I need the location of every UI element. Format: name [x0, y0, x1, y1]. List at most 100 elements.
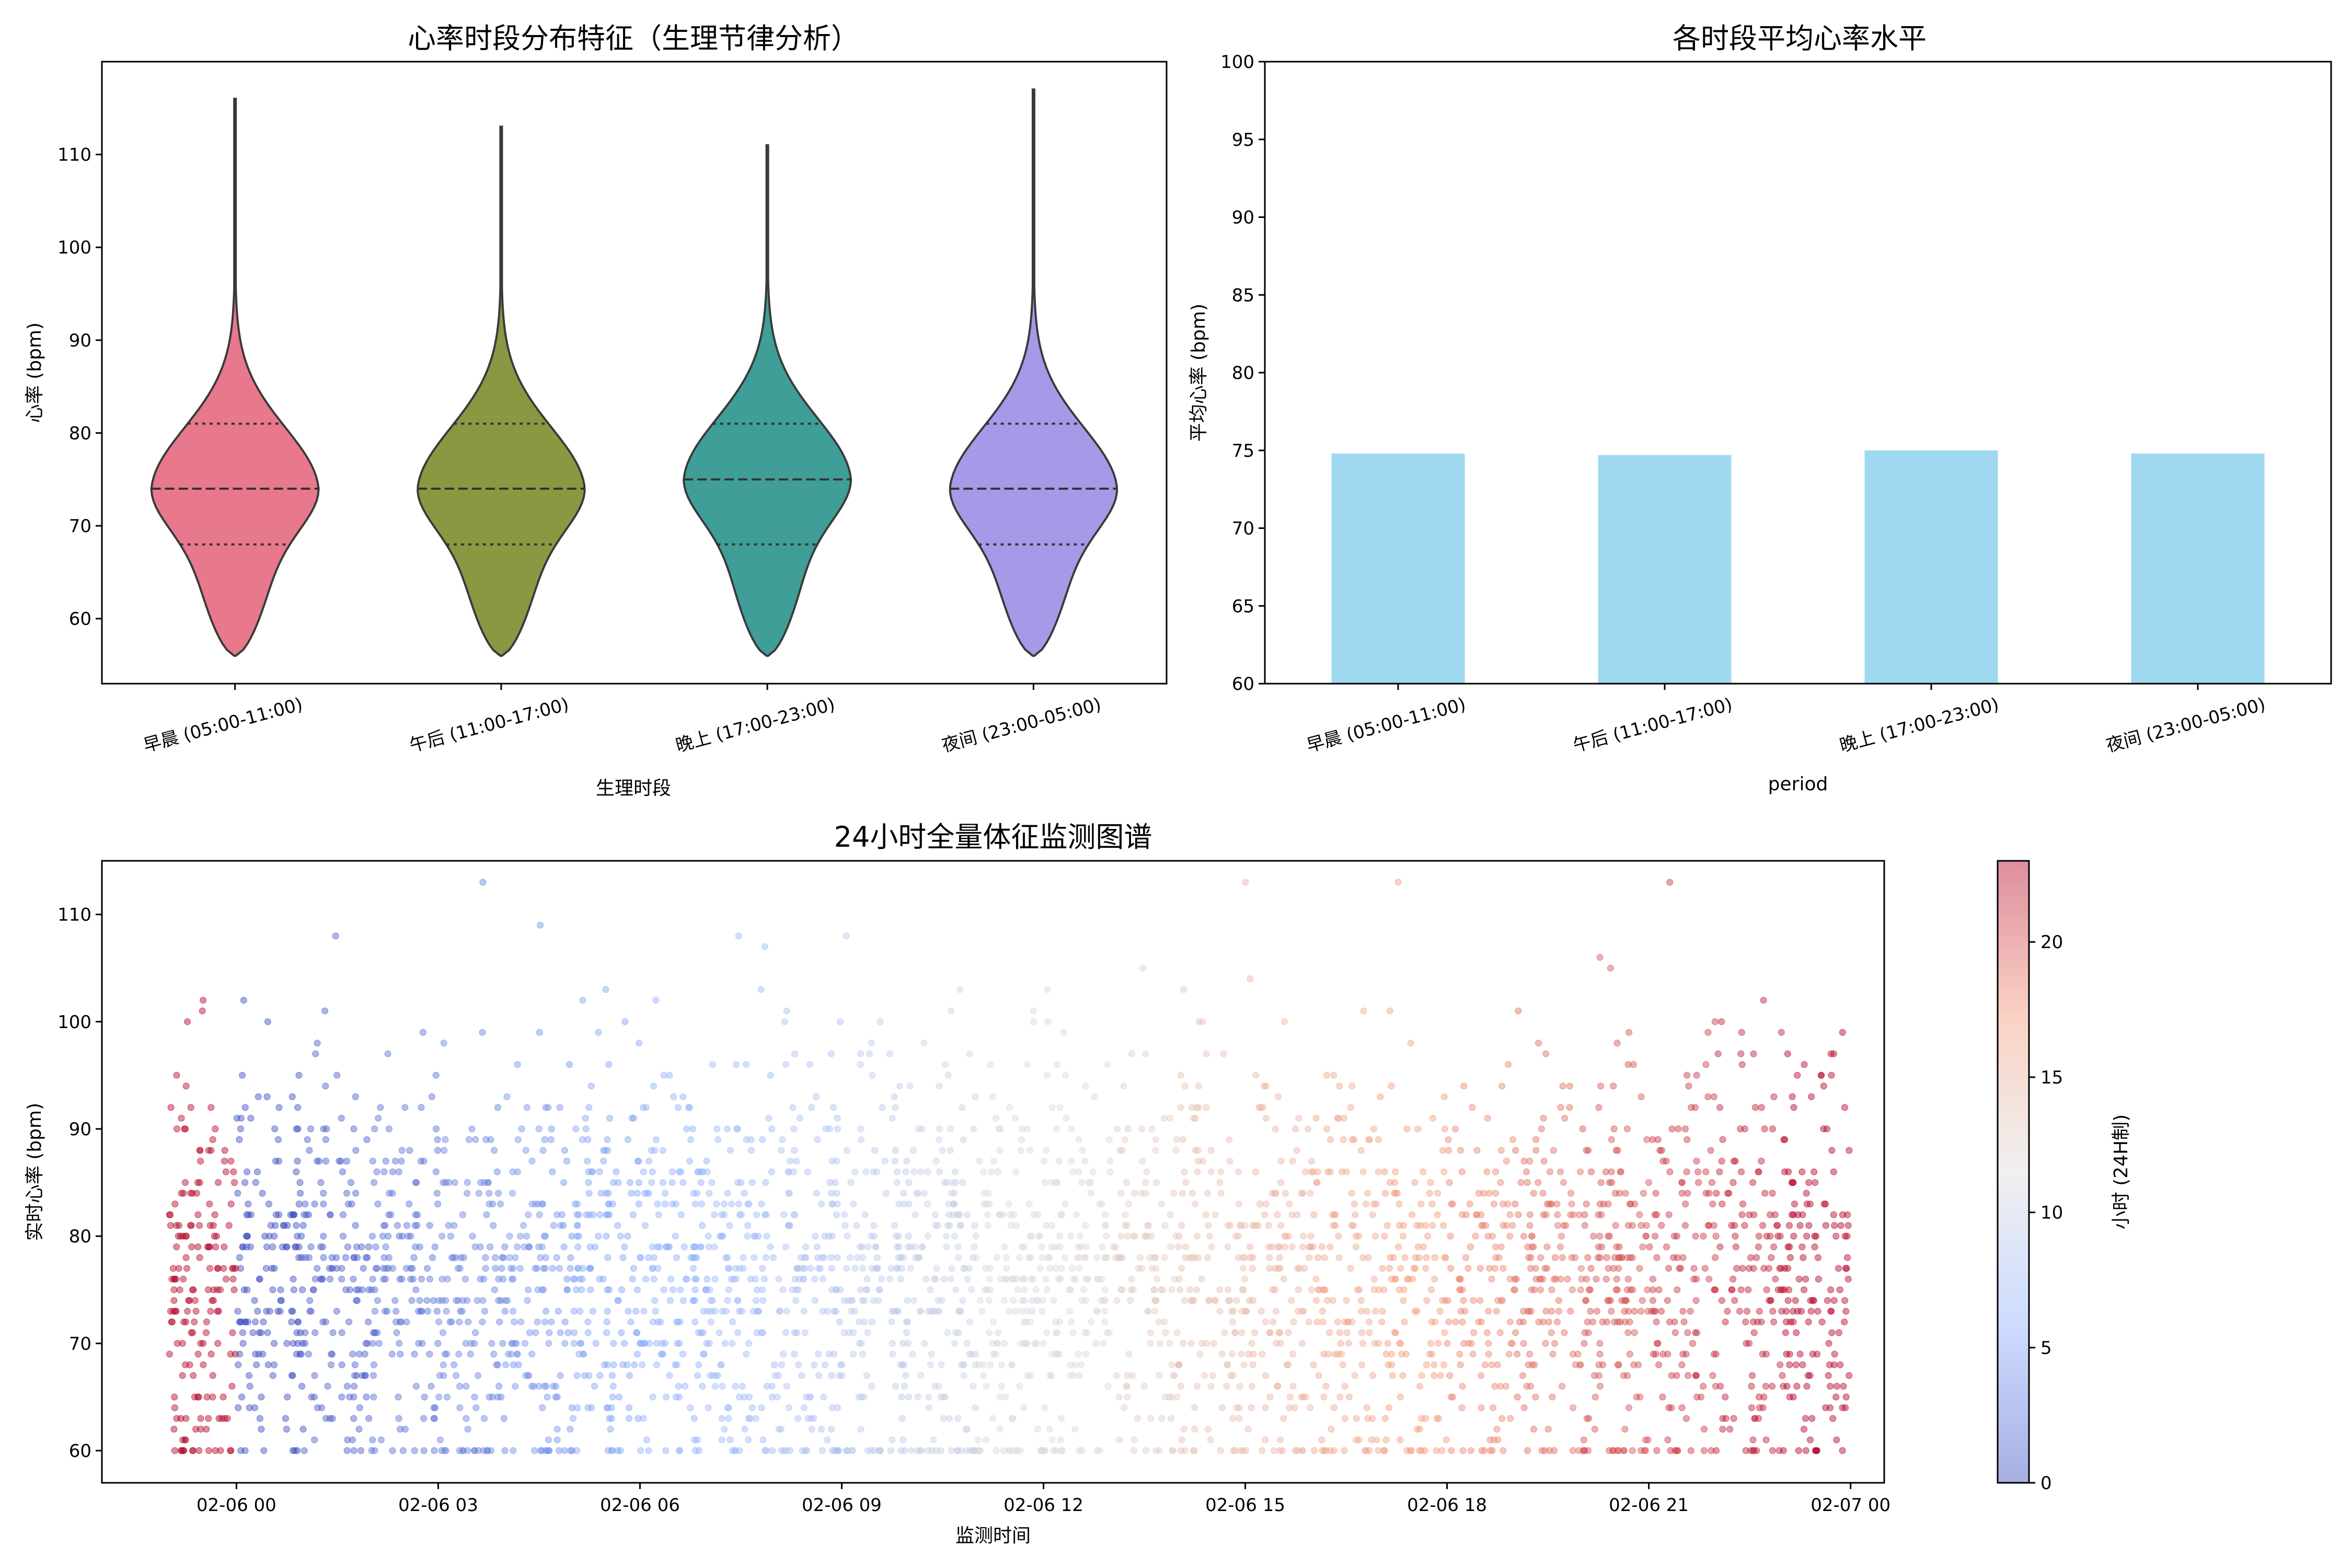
scatter-point [1139, 964, 1147, 972]
scatter-point [189, 1190, 196, 1197]
scatter-point [808, 1104, 815, 1111]
scatter-point [1129, 1372, 1136, 1379]
scatter-point [227, 1201, 235, 1208]
scatter-point [672, 1232, 679, 1240]
scatter-point [1416, 1425, 1423, 1433]
scatter-point [690, 1415, 698, 1422]
scatter-point [1181, 1254, 1189, 1261]
scatter-point [1642, 1436, 1650, 1444]
scatter-point [791, 1329, 798, 1336]
scatter-point [1142, 1232, 1149, 1240]
scatter-point [487, 1447, 494, 1454]
scatter-point [255, 1093, 262, 1100]
scatter-point [1327, 1168, 1334, 1175]
scatter-point [1520, 1232, 1527, 1240]
scatter-point [1437, 1372, 1444, 1379]
scatter-point [900, 1254, 907, 1261]
scatter-point [379, 1232, 386, 1240]
scatter-point [1153, 1179, 1160, 1186]
scatter-point [846, 1329, 853, 1336]
scatter-point [322, 1136, 329, 1143]
scatter-point [409, 1275, 417, 1283]
scatter-point [925, 1393, 932, 1401]
scatter-point [1477, 1297, 1483, 1304]
scatter-point [770, 1254, 777, 1261]
scatter-point [1498, 1082, 1506, 1090]
scatter-point [1393, 1190, 1401, 1197]
scatter-point [1707, 1147, 1714, 1154]
scatter-point [1308, 1168, 1315, 1175]
scatter-point [1750, 1211, 1758, 1218]
scatter-point [1320, 1393, 1328, 1401]
scatter-point [814, 1254, 821, 1261]
scatter-point [406, 1147, 413, 1154]
scatter-point [314, 1158, 321, 1165]
scatter-point [1382, 1436, 1390, 1444]
scatter-point [763, 1254, 769, 1261]
scatter-point [1298, 1190, 1305, 1197]
scatter-point [727, 1436, 734, 1444]
scatter-point [1042, 1447, 1049, 1454]
scatter-point [1054, 1179, 1061, 1186]
scatter-point [1780, 1447, 1787, 1454]
scatter-point [1607, 964, 1614, 972]
scatter-point [624, 1232, 631, 1240]
scatter-point [1828, 1329, 1836, 1336]
scatter-point [851, 1308, 858, 1315]
scatter-point [227, 1351, 234, 1358]
scatter-point [1839, 1029, 1846, 1036]
scatter-point [662, 1201, 668, 1208]
scatter-point [614, 1447, 621, 1454]
scatter-point [705, 1232, 712, 1240]
scatter-point [1606, 1447, 1613, 1454]
scatter-point [882, 1190, 890, 1197]
scatter-point [1158, 1201, 1165, 1208]
scatter-point [778, 1447, 785, 1454]
scatter-point [1712, 1254, 1719, 1261]
scatter-point [690, 1190, 697, 1197]
scatter-point [1528, 1232, 1535, 1240]
scatter-point [535, 1382, 543, 1390]
scatter-point [1779, 1372, 1786, 1379]
scatter-point [1728, 1286, 1735, 1294]
scatter-point [1484, 1232, 1492, 1240]
scatter-point [820, 1393, 827, 1401]
scatter-point [1808, 1093, 1815, 1100]
scatter-point [891, 1158, 898, 1165]
scatter-point [1786, 1393, 1793, 1401]
scatter-point [269, 1243, 276, 1251]
scatter-point [1782, 1308, 1790, 1315]
scatter-point [247, 1211, 255, 1218]
scatter-point [207, 1147, 215, 1154]
scatter-point [1568, 1201, 1575, 1208]
scatter-point [956, 986, 964, 993]
scatter-point [230, 1265, 237, 1272]
scatter-point [1812, 1447, 1819, 1454]
scatter-point [176, 1286, 183, 1294]
scatter-point [497, 1201, 504, 1208]
scatter-point [417, 1158, 424, 1165]
scatter-point [748, 1179, 756, 1186]
scatter-point [970, 1254, 976, 1261]
scatter-point [1209, 1372, 1216, 1379]
scatter-point [1825, 1340, 1832, 1347]
scatter-point [1180, 1425, 1187, 1433]
scatter-point [904, 1297, 911, 1304]
scatter-point [797, 1254, 804, 1261]
scatter-point [1756, 1404, 1763, 1411]
scatter-point [1760, 997, 1767, 1004]
scatter-point [1726, 1425, 1734, 1433]
scatter-point [290, 1340, 297, 1347]
scatter-point [550, 1382, 557, 1390]
scatter-point [982, 1286, 989, 1294]
scatter-point [1415, 1254, 1423, 1261]
scatter-point [697, 1243, 704, 1251]
scatter-point [1732, 1243, 1739, 1251]
scatter-point [220, 1393, 227, 1401]
scatter-point [302, 1201, 309, 1208]
scatter-point [1078, 1297, 1086, 1304]
scatter-points [166, 879, 1853, 1454]
scatter-point [1777, 1286, 1784, 1294]
scatter-point [440, 1361, 447, 1368]
